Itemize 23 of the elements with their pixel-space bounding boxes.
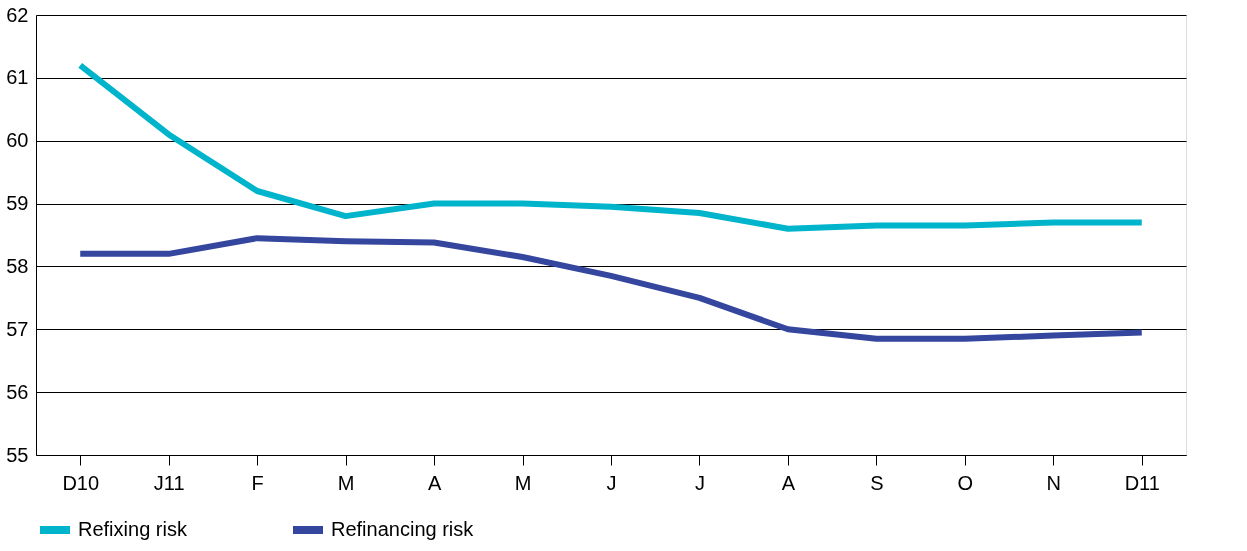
y-tick-label: 55 — [6, 443, 29, 466]
x-tick-label: J — [606, 471, 617, 494]
y-tick-label: 61 — [6, 66, 29, 89]
x-tick-label: N — [1046, 471, 1062, 494]
x-tick-label: A — [427, 471, 442, 494]
legend-label: Refinancing risk — [331, 518, 475, 540]
y-tick-label: 60 — [6, 129, 29, 152]
y-tick-label: 56 — [6, 380, 29, 403]
x-tick-label: M — [514, 471, 532, 494]
y-tick-label: 59 — [6, 192, 29, 215]
x-tick-label: D10 — [62, 471, 100, 494]
x-tick-label: D11 — [1124, 471, 1160, 494]
x-tick-label: F — [251, 471, 264, 494]
x-tick-label: M — [337, 471, 355, 494]
x-tick-label: O — [957, 471, 974, 494]
x-tick-label: J — [694, 471, 705, 494]
y-tick-label: 58 — [6, 254, 29, 277]
x-tick-label: S — [870, 471, 884, 494]
y-tick-label: 62 — [6, 3, 29, 26]
x-tick-label: J11 — [153, 471, 185, 494]
x-tick-label: A — [781, 471, 796, 494]
y-tick-label: 57 — [6, 317, 29, 340]
legend-label: Refixing risk — [78, 518, 188, 540]
